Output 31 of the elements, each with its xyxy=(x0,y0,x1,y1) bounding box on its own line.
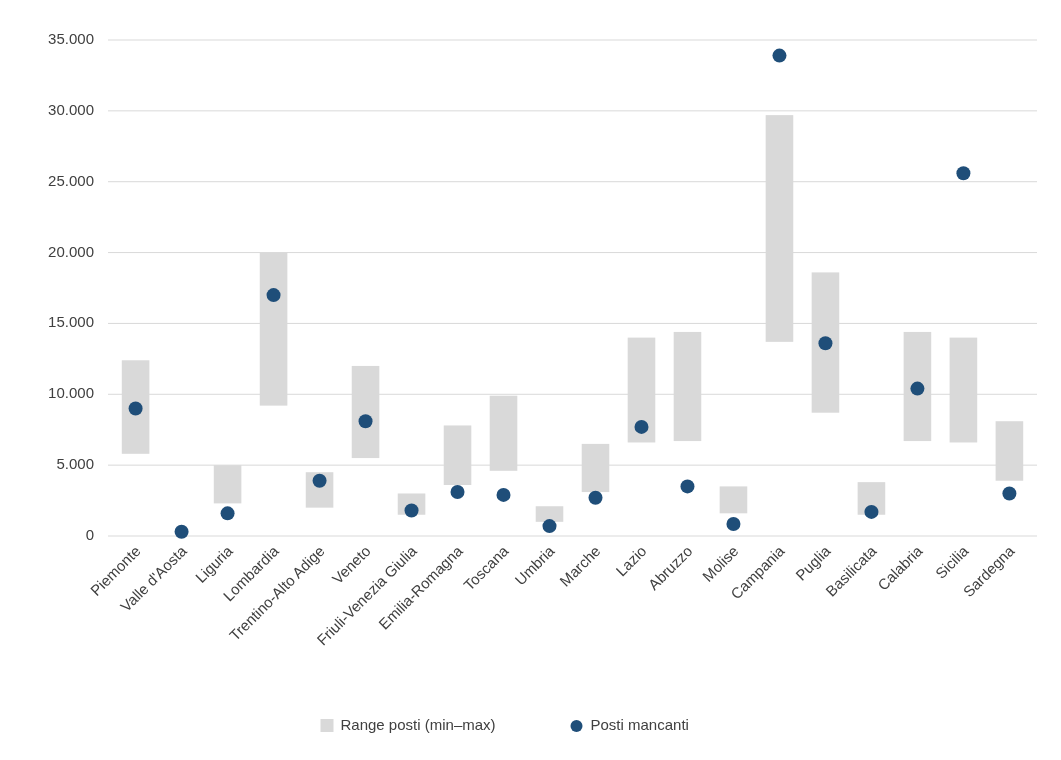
point xyxy=(1002,486,1017,501)
point xyxy=(818,336,833,351)
y-tick-label: 15.000 xyxy=(48,313,94,331)
bar xyxy=(719,486,748,514)
legend-label: Range posti (min–max) xyxy=(340,715,496,733)
y-tick-label: 20.000 xyxy=(48,242,94,260)
y-tick-label: 35.000 xyxy=(48,29,94,47)
point xyxy=(772,48,787,63)
point xyxy=(864,504,879,519)
point xyxy=(312,473,327,488)
y-tick-label: 0 xyxy=(85,525,94,543)
point xyxy=(266,288,281,303)
point xyxy=(910,381,925,396)
legend-label: Posti mancanti xyxy=(590,715,689,733)
point xyxy=(680,479,695,494)
point xyxy=(358,414,373,429)
point xyxy=(174,524,189,539)
point xyxy=(128,401,143,416)
point xyxy=(450,485,465,500)
point xyxy=(588,490,603,505)
y-tick-label: 30.000 xyxy=(48,100,94,118)
y-tick-label: 10.000 xyxy=(48,384,94,402)
y-tick-label: 25.000 xyxy=(48,171,94,189)
y-tick-label: 5.000 xyxy=(56,455,94,473)
point xyxy=(956,166,971,181)
point xyxy=(542,519,557,534)
bar xyxy=(535,506,564,522)
point xyxy=(496,487,511,502)
point xyxy=(634,419,649,434)
point xyxy=(220,506,235,521)
point xyxy=(726,516,741,531)
